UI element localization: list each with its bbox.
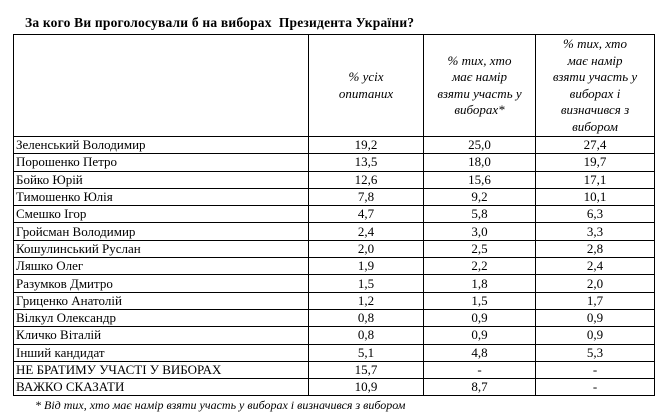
pct-intend: 2,5 [423, 239, 536, 259]
table-row: Кличко Віталій 0,8 0,9 0,9 [13, 326, 655, 345]
candidate-name: НЕ БРАТИМУ УЧАСТІ У ВИБОРАХ [13, 360, 309, 380]
pct-all: 2,4 [308, 222, 424, 241]
table-row: Порошенко Петро 13,5 18,0 19,7 [13, 153, 655, 172]
candidate-name: Зеленський Володимир [13, 135, 309, 155]
table-row: Вілкул Олександр 0,8 0,9 0,9 [13, 308, 655, 328]
pct-intend: 0,9 [423, 326, 536, 345]
pct-decided: 17,1 [535, 170, 655, 189]
pct-intend: 2,2 [423, 257, 536, 276]
table-row: ВАЖКО СКАЗАТИ 10,9 8,7 - [13, 378, 655, 397]
pct-all: 1,2 [308, 291, 424, 310]
candidate-name: ВАЖКО СКАЗАТИ [13, 378, 309, 397]
pct-all: 0,8 [308, 308, 424, 328]
pct-all: 1,9 [308, 257, 424, 276]
pct-intend: 8,7 [423, 378, 536, 397]
pct-decided: 2,8 [535, 239, 655, 259]
pct-all: 13,5 [308, 153, 424, 172]
pct-intend: 1,5 [423, 291, 536, 310]
pct-intend: 18,0 [423, 153, 536, 172]
pct-decided: 0,9 [535, 326, 655, 345]
candidate-name: Гриценко Анатолій [13, 291, 309, 310]
pct-intend: 5,8 [423, 205, 536, 224]
pct-decided: 0,9 [535, 308, 655, 328]
pct-intend: - [423, 360, 536, 380]
column-header-pct-intend: % тих, хто має намір взяти участь у вибо… [423, 34, 536, 137]
pct-decided: 19,7 [535, 153, 655, 172]
pct-decided: 27,4 [535, 135, 655, 155]
pct-intend: 3,0 [423, 222, 536, 241]
pct-intend: 4,8 [423, 343, 536, 362]
table-row: Тимошенко Юлія 7,8 9,2 10,1 [13, 187, 655, 207]
table-row: Зеленський Володимир 19,2 25,0 27,4 [13, 135, 655, 155]
pct-all: 0,8 [308, 326, 424, 345]
pct-decided: 2,0 [535, 274, 655, 293]
pct-intend: 9,2 [423, 187, 536, 207]
pct-decided: 1,7 [535, 291, 655, 310]
pct-all: 12,6 [308, 170, 424, 189]
pct-all: 10,9 [308, 378, 424, 397]
table-row: Разумков Дмитро 1,5 1,8 2,0 [13, 274, 655, 293]
pct-all: 2,0 [308, 239, 424, 259]
column-header-pct-decided: % тих, хто має намір взяти участь у вибо… [535, 34, 655, 137]
table-row: Смешко Ігор 4,7 5,8 6,3 [13, 205, 655, 224]
pct-all: 5,1 [308, 343, 424, 362]
table-row: Кошулинський Руслан 2,0 2,5 2,8 [13, 239, 655, 259]
pct-decided: 6,3 [535, 205, 655, 224]
poll-results-table: % усіх опитаних % тих, хто має намір взя… [13, 34, 655, 397]
pct-intend: 0,9 [423, 308, 536, 328]
candidate-name: Вілкул Олександр [13, 308, 309, 328]
candidate-name: Кошулинський Руслан [13, 239, 309, 259]
table-row: Гриценко Анатолій 1,2 1,5 1,7 [13, 291, 655, 310]
pct-all: 15,7 [308, 360, 424, 380]
pct-decided: 5,3 [535, 343, 655, 362]
column-header-candidate [13, 34, 309, 137]
header-row: % усіх опитаних % тих, хто має намір взя… [13, 34, 655, 137]
candidate-name: Гройсман Володимир [13, 222, 309, 241]
candidate-name: Бойко Юрій [13, 170, 309, 189]
candidate-name: Разумков Дмитро [13, 274, 309, 293]
table-row: Ляшко Олег 1,9 2,2 2,4 [13, 257, 655, 276]
candidate-name: Кличко Віталій [13, 326, 309, 345]
table-row: Бойко Юрій 12,6 15,6 17,1 [13, 170, 655, 189]
table-row: НЕ БРАТИМУ УЧАСТІ У ВИБОРАХ 15,7 - - [13, 360, 655, 380]
candidate-name: Тимошенко Юлія [13, 187, 309, 207]
pct-all: 1,5 [308, 274, 424, 293]
pct-decided: - [535, 378, 655, 397]
candidate-name: Ляшко Олег [13, 257, 309, 276]
pct-decided: 3,3 [535, 222, 655, 241]
pct-decided: - [535, 360, 655, 380]
table-row: Інший кандидат 5,1 4,8 5,3 [13, 343, 655, 362]
pct-intend: 15,6 [423, 170, 536, 189]
page-title: За кого Ви проголосували б на виборах Пр… [25, 15, 415, 30]
pct-all: 19,2 [308, 135, 424, 155]
column-header-pct-all: % усіх опитаних [308, 34, 424, 137]
pct-decided: 10,1 [535, 187, 655, 207]
pct-intend: 1,8 [423, 274, 536, 293]
candidate-name: Смешко Ігор [13, 205, 309, 224]
pct-all: 4,7 [308, 205, 424, 224]
candidate-name: Порошенко Петро [13, 153, 309, 172]
table-row: Гройсман Володимир 2,4 3,0 3,3 [13, 222, 655, 241]
candidate-name: Інший кандидат [13, 343, 309, 362]
pct-all: 7,8 [308, 187, 424, 207]
pct-intend: 25,0 [423, 135, 536, 155]
pct-decided: 2,4 [535, 257, 655, 276]
